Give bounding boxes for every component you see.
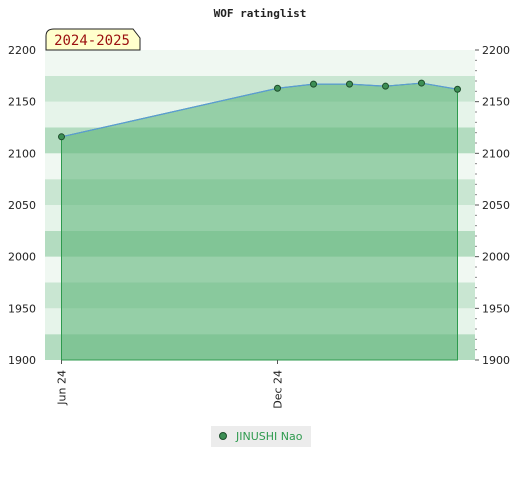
season-box: 2024-2025 <box>45 28 141 51</box>
series-area <box>58 79 461 361</box>
chart-title: WOF ratinglist <box>214 7 307 20</box>
x-axis: Jun 24 Dec 24 <box>56 360 285 409</box>
season-box-shape <box>45 28 141 51</box>
y-tick-label-right: 1900 <box>482 354 510 367</box>
data-point <box>274 84 281 92</box>
legend-background <box>211 426 311 447</box>
y-tick-label-left: 1950 <box>8 302 36 315</box>
data-point <box>382 82 389 90</box>
y-tick-label-right: 1950 <box>482 302 510 315</box>
background-band <box>45 50 475 76</box>
x-tick-label: Jun 24 <box>56 370 69 406</box>
y-tick-label-left: 1900 <box>8 354 36 367</box>
y-tick-label-right: 2100 <box>482 147 510 160</box>
y-tick-label-left: 2150 <box>8 96 36 109</box>
season-label: 2024-2025 <box>54 33 130 49</box>
y-axis: 1900 1900 1950 1950 2000 2000 2050 2050 2100 2100… <box>8 44 510 367</box>
y-tick-label-right: 2000 <box>482 251 510 264</box>
series-fill <box>61 82 458 361</box>
legend: JINUSHI Nao <box>211 426 311 447</box>
data-point <box>310 80 317 88</box>
legend-marker <box>219 432 227 440</box>
y-tick-label-left: 2200 <box>8 44 36 57</box>
data-point <box>418 79 425 87</box>
y-tick-label-right: 2200 <box>482 44 510 57</box>
data-point <box>58 133 65 141</box>
x-tick-label: Dec 24 <box>272 370 285 409</box>
y-tick-label-left: 2050 <box>8 199 36 212</box>
y-tick-label-right: 2150 <box>482 96 510 109</box>
data-point <box>346 80 353 88</box>
y-tick-label-left: 2000 <box>8 251 36 264</box>
y-tick-label-left: 2100 <box>8 147 36 160</box>
y-tick-label-right: 2050 <box>482 199 510 212</box>
legend-series-label: JINUSHI Nao <box>235 430 303 443</box>
data-point <box>454 85 461 93</box>
